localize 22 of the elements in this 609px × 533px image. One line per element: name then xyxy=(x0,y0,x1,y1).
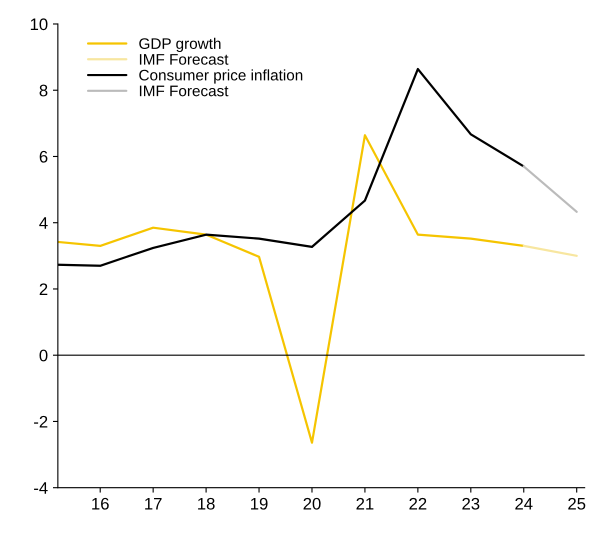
legend-label: IMF Forecast xyxy=(140,54,228,65)
y-tick-label: -2 xyxy=(34,416,48,428)
x-tick-label: 18 xyxy=(198,498,215,510)
y-tick-label: 10 xyxy=(30,18,48,30)
legend-label: GDP growth xyxy=(139,38,220,52)
y-tick-label: 8 xyxy=(40,84,48,96)
x-tick-label: 20 xyxy=(304,498,321,510)
x-tick-label: 23 xyxy=(462,498,480,510)
x-tick-label: 16 xyxy=(92,498,109,510)
legend-label: IMF Forecast xyxy=(140,86,228,96)
x-tick-label: 17 xyxy=(145,498,162,510)
x-tick-label: 19 xyxy=(251,498,268,510)
x-tick-label: 21 xyxy=(356,498,374,510)
y-tick-label: 0 xyxy=(40,350,48,362)
x-tick-label: 25 xyxy=(568,498,586,510)
y-tick-label: 4 xyxy=(39,217,48,229)
y-tick-label: -4 xyxy=(34,482,48,494)
x-tick-label: 24 xyxy=(515,498,533,510)
y-tick-label: 2 xyxy=(40,283,48,295)
y-tick-label: 6 xyxy=(40,150,48,163)
x-tick-label: 22 xyxy=(409,498,426,510)
legend-label: Consumer price inflation xyxy=(139,69,302,84)
